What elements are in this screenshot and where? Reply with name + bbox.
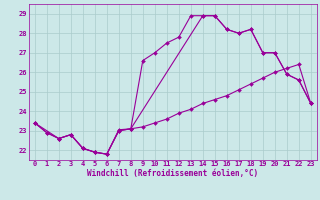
X-axis label: Windchill (Refroidissement éolien,°C): Windchill (Refroidissement éolien,°C) bbox=[87, 169, 258, 178]
